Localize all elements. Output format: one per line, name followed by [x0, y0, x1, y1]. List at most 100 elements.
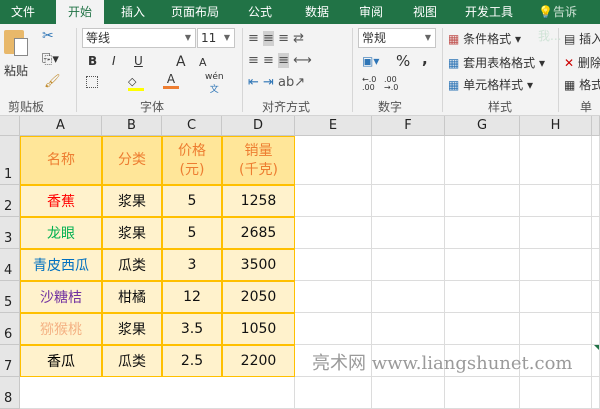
- cell-row8[interactable]: [20, 377, 295, 409]
- table-header-cell[interactable]: 分类: [102, 136, 162, 185]
- format-as-table-button[interactable]: ▦ 套用表格格式 ▾: [448, 56, 546, 70]
- delete-cells-button[interactable]: ✕ 删除: [564, 56, 600, 70]
- number-format-select[interactable]: 常规 ▼: [358, 28, 436, 48]
- table-cell-category[interactable]: 瓜类: [102, 249, 162, 281]
- cell[interactable]: [520, 136, 592, 185]
- cut-icon[interactable]: ✂: [42, 28, 54, 44]
- cell-styles-button[interactable]: ▦ 单元格样式 ▾: [448, 78, 534, 92]
- currency-icon[interactable]: ▣▾: [362, 54, 380, 68]
- cell[interactable]: [592, 281, 600, 313]
- cell[interactable]: [295, 185, 372, 217]
- table-cell-name[interactable]: 猕猴桃: [20, 313, 102, 345]
- row-header-1[interactable]: 1: [0, 136, 20, 185]
- cell[interactable]: [592, 185, 600, 217]
- tab-5[interactable]: 数据: [304, 5, 329, 19]
- cell[interactable]: [445, 249, 520, 281]
- cell[interactable]: [295, 249, 372, 281]
- decrease-decimal-icon[interactable]: .00 →.0: [384, 75, 399, 92]
- table-cell-name[interactable]: 香蕉: [20, 185, 102, 217]
- column-header-F[interactable]: F: [372, 116, 445, 136]
- table-cell-price[interactable]: 3.5: [162, 313, 222, 345]
- tab-6[interactable]: 审阅: [358, 5, 383, 19]
- cell[interactable]: [295, 313, 372, 345]
- percent-button[interactable]: %: [396, 52, 411, 70]
- table-header-cell[interactable]: 名称: [20, 136, 102, 185]
- borders-icon[interactable]: [86, 76, 98, 88]
- tab-2[interactable]: 插入: [120, 5, 145, 19]
- table-cell-price[interactable]: 5: [162, 217, 222, 249]
- cell[interactable]: [592, 249, 600, 281]
- cell[interactable]: [520, 377, 592, 409]
- cell[interactable]: [520, 281, 592, 313]
- row-header-2[interactable]: 2: [0, 185, 20, 217]
- cell[interactable]: [520, 345, 592, 377]
- cell[interactable]: [520, 313, 592, 345]
- table-cell-name[interactable]: 沙糖桔: [20, 281, 102, 313]
- table-header-cell[interactable]: 价格 (元): [162, 136, 222, 185]
- table-cell-name[interactable]: 龙眼: [20, 217, 102, 249]
- cell[interactable]: [520, 185, 592, 217]
- row-header-5[interactable]: 5: [0, 281, 20, 313]
- cell[interactable]: [295, 136, 372, 185]
- tab-7[interactable]: 视图: [412, 5, 437, 19]
- italic-button[interactable]: I: [112, 54, 116, 68]
- format-cells-button[interactable]: ▦ 格式: [564, 78, 600, 92]
- cell[interactable]: [520, 249, 592, 281]
- tab-0[interactable]: 文件: [10, 5, 35, 19]
- cell[interactable]: [295, 345, 372, 377]
- tab-3[interactable]: 页面布局: [170, 5, 219, 19]
- column-header-G[interactable]: G: [445, 116, 520, 136]
- cell[interactable]: [592, 377, 600, 409]
- select-all-corner[interactable]: [0, 116, 20, 136]
- cell[interactable]: [445, 217, 520, 249]
- table-cell-sales[interactable]: 1258: [222, 185, 295, 217]
- table-cell-sales[interactable]: 2685: [222, 217, 295, 249]
- table-cell-name[interactable]: 青皮西瓜: [20, 249, 102, 281]
- cell[interactable]: [295, 377, 372, 409]
- table-cell-price[interactable]: 5: [162, 185, 222, 217]
- table-cell-price[interactable]: 2.5: [162, 345, 222, 377]
- column-header-C[interactable]: C: [162, 116, 222, 136]
- copy-icon[interactable]: ⎘▾: [42, 52, 59, 67]
- increase-decimal-icon[interactable]: ←.0.00: [362, 75, 377, 92]
- cell[interactable]: [445, 281, 520, 313]
- cell[interactable]: [445, 185, 520, 217]
- table-cell-name[interactable]: 香瓜: [20, 345, 102, 377]
- cell[interactable]: [520, 217, 592, 249]
- table-cell-price[interactable]: 3: [162, 249, 222, 281]
- grow-font-button[interactable]: A: [176, 54, 186, 70]
- cell[interactable]: [592, 136, 600, 185]
- format-painter-icon[interactable]: 🖌: [44, 74, 61, 89]
- row-header-4[interactable]: 4: [0, 249, 20, 281]
- cell[interactable]: [445, 377, 520, 409]
- column-header-E[interactable]: E: [295, 116, 372, 136]
- cell[interactable]: [372, 313, 445, 345]
- tell-me-search[interactable]: 💡告诉我...: [538, 0, 600, 43]
- row-header-3[interactable]: 3: [0, 217, 20, 249]
- conditional-formatting-button[interactable]: ▦ 条件格式 ▾: [448, 32, 522, 46]
- cell[interactable]: [372, 217, 445, 249]
- table-cell-sales[interactable]: 3500: [222, 249, 295, 281]
- row-header-6[interactable]: 6: [0, 313, 20, 345]
- table-cell-category[interactable]: 浆果: [102, 185, 162, 217]
- cell[interactable]: [445, 313, 520, 345]
- cell[interactable]: [372, 377, 445, 409]
- column-header-H[interactable]: H: [520, 116, 592, 136]
- table-cell-category[interactable]: 浆果: [102, 217, 162, 249]
- underline-button[interactable]: U: [134, 54, 143, 68]
- bold-button[interactable]: B: [88, 54, 98, 68]
- cell[interactable]: [592, 217, 600, 249]
- cell[interactable]: [372, 249, 445, 281]
- spreadsheet-grid[interactable]: A B C D E F G H 1 2 3 4 5 6 7 8 名称 分类 价格 (元) 销量 (千克) 香蕉 浆果 5 12…: [0, 116, 600, 409]
- table-cell-sales[interactable]: 2050: [222, 281, 295, 313]
- row-header-8[interactable]: 8: [0, 377, 20, 409]
- cell[interactable]: [372, 345, 445, 377]
- cell[interactable]: [445, 136, 520, 185]
- phonetic-button[interactable]: wén 文: [205, 72, 224, 95]
- fill-color-button[interactable]: ◇: [128, 74, 144, 91]
- table-cell-category[interactable]: 瓜类: [102, 345, 162, 377]
- comma-button[interactable]: ,: [422, 50, 428, 68]
- table-cell-category[interactable]: 柑橘: [102, 281, 162, 313]
- cell[interactable]: [445, 345, 520, 377]
- shrink-font-button[interactable]: A: [199, 56, 207, 69]
